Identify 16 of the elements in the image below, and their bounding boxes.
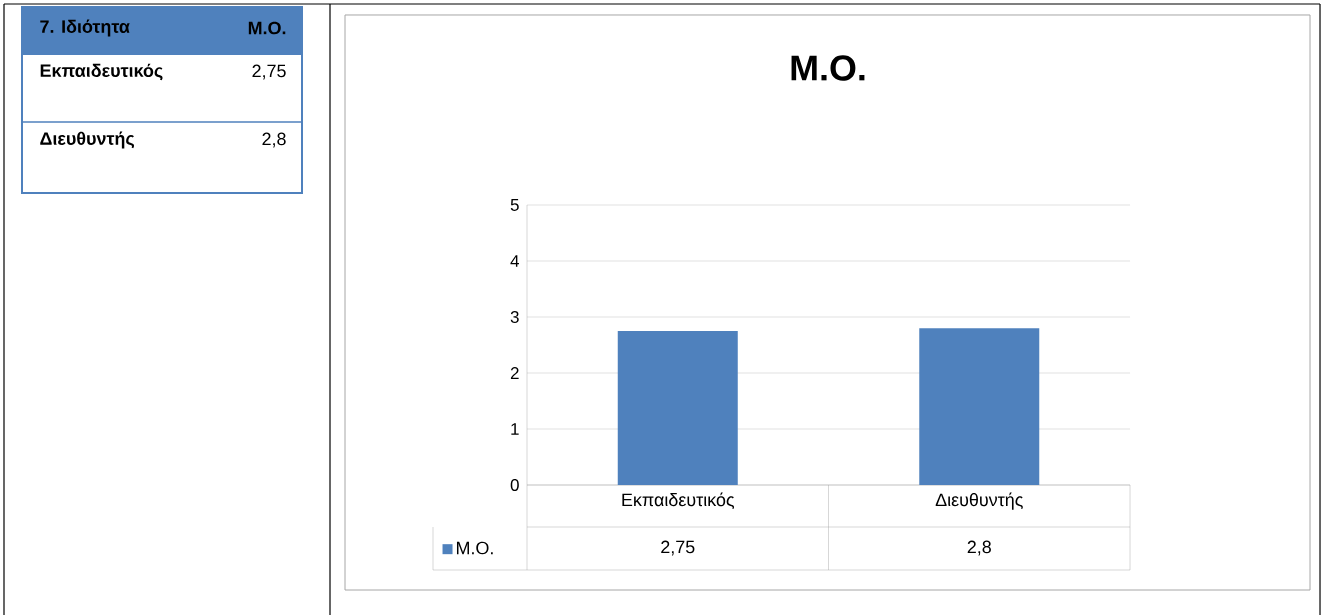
text: Διευθυντής — [40, 131, 135, 149]
chart-title: Μ.Ο. — [791, 55, 865, 81]
text: Εκπαιδευτικός — [40, 63, 163, 81]
data-label: 2,75 — [661, 540, 695, 556]
legend-label: Μ.Ο. — [456, 541, 493, 555]
y-tick-label: 2 — [510, 367, 519, 379]
y-tick-label: 4 — [510, 255, 519, 267]
data-label: 2,8 — [967, 540, 991, 556]
y-tick-label: 1 — [511, 423, 519, 435]
text: 2,75 — [252, 64, 286, 80]
y-tick-label: 3 — [510, 311, 519, 323]
y-tick-label: 0 — [510, 479, 519, 491]
y-tick-label: 5 — [510, 199, 519, 211]
text: 2,8 — [262, 132, 286, 148]
text: Μ.Ο. — [248, 21, 286, 35]
text: 7. Ιδιότητα — [40, 19, 130, 37]
